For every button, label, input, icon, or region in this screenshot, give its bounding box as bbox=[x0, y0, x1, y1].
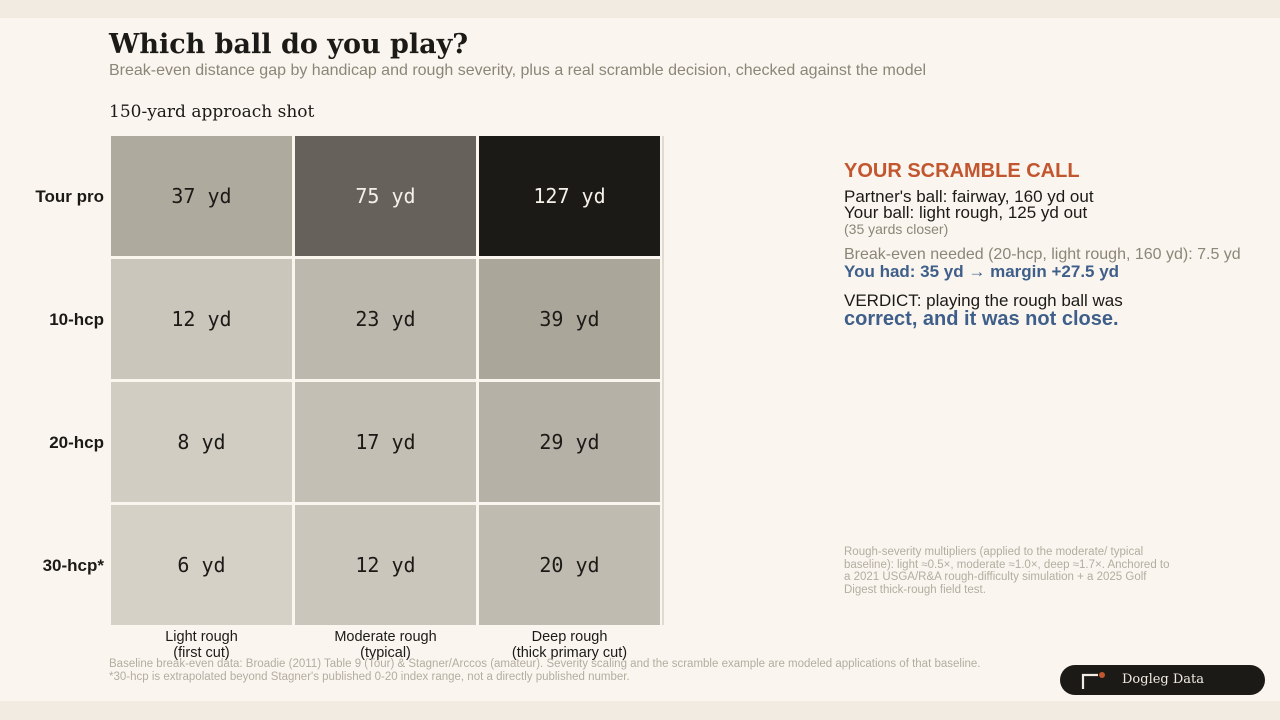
breakeven-needed-text: Break-even needed (20-hcp, light rough, … bbox=[844, 246, 1241, 263]
heatmap-cell bbox=[111, 136, 292, 256]
heatmap-cell bbox=[295, 505, 476, 625]
heatmap-cell bbox=[111, 259, 292, 379]
column-label: Deep rough (thick primary cut) bbox=[512, 629, 627, 661]
brand-badge: Dogleg Data bbox=[1060, 665, 1265, 695]
cell-value-label: 8 yd bbox=[177, 430, 225, 454]
cell-value-label: 20 yd bbox=[539, 553, 599, 577]
cell-value-label: 29 yd bbox=[539, 430, 599, 454]
heatmap-cell bbox=[295, 259, 476, 379]
cell-value-label: 75 yd bbox=[355, 184, 415, 208]
heatmap-cell bbox=[295, 382, 476, 502]
heatmap-cell bbox=[479, 505, 660, 625]
cell-value-label: 127 yd bbox=[533, 184, 605, 208]
row-label: 10-hcp bbox=[49, 310, 104, 329]
partner-ball-text: Partner's ball: fairway, 160 yd out bbox=[844, 187, 1094, 206]
brand-name: Dogleg Data bbox=[1122, 672, 1205, 687]
footnote-baseline: Baseline break-even data: Broadie (2011)… bbox=[109, 658, 981, 670]
column-label: Moderate rough (typical) bbox=[334, 629, 436, 661]
dogleg-logo-icon bbox=[1081, 672, 1105, 689]
your-ball-text: Your ball: light rough, 125 yd out bbox=[844, 203, 1088, 222]
page-title: Which ball do you play? bbox=[109, 29, 469, 60]
cell-value-label: 17 yd bbox=[355, 430, 415, 454]
page-subtitle: Break-even distance gap by handicap and … bbox=[109, 62, 927, 79]
cell-value-label: 12 yd bbox=[355, 553, 415, 577]
verdict-line: VERDICT: playing the rough ball was bbox=[844, 291, 1123, 310]
cell-value-label: 37 yd bbox=[171, 184, 231, 208]
cell-value-label: 39 yd bbox=[539, 307, 599, 331]
cell-value-label: 23 yd bbox=[355, 307, 415, 331]
row-label: 30-hcp* bbox=[43, 556, 105, 575]
heatmap-cell bbox=[479, 382, 660, 502]
row-label: 20-hcp bbox=[49, 433, 104, 452]
column-label: Light rough (first cut) bbox=[165, 629, 238, 661]
multiplier-note: Rough-severity multipliers (applied to t… bbox=[844, 546, 1170, 596]
closer-note: (35 yards closer) bbox=[844, 221, 949, 237]
scramble-panel: YOUR SCRAMBLE CALL Partner's ball: fairw… bbox=[844, 160, 1274, 329]
source-footnotes: Baseline break-even data: Broadie (2011)… bbox=[109, 658, 981, 683]
heatmap-cell bbox=[479, 259, 660, 379]
heatmap-cell bbox=[479, 136, 660, 256]
heatmap-cell bbox=[111, 382, 292, 502]
verdict-result: correct, and it was not close. bbox=[844, 308, 1119, 330]
cell-value-label: 6 yd bbox=[177, 553, 225, 577]
margin-text: You had: 35 yd → margin +27.5 yd bbox=[844, 262, 1120, 281]
cell-value-label: 12 yd bbox=[171, 307, 231, 331]
row-label: Tour pro bbox=[35, 187, 104, 206]
heatmap-cell bbox=[295, 136, 476, 256]
chart-title: 150-yard approach shot bbox=[109, 102, 315, 122]
scramble-heading: YOUR SCRAMBLE CALL bbox=[844, 160, 1080, 182]
footnote-extrapolation: *30-hcp is extrapolated beyond Stagner's… bbox=[109, 670, 630, 683]
heatmap-cell bbox=[111, 505, 292, 625]
